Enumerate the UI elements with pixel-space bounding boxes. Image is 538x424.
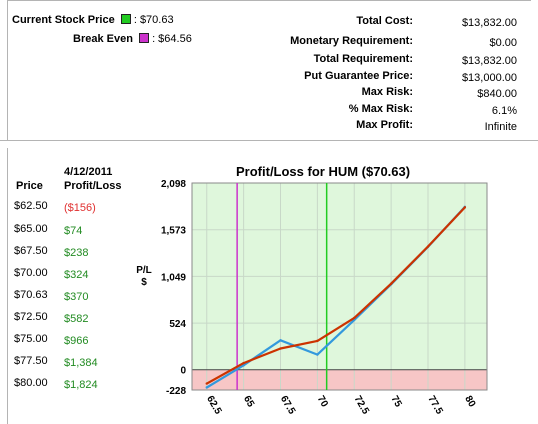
y-tick-label: 2,098	[161, 179, 186, 190]
data-point	[205, 386, 208, 389]
data-point	[242, 361, 245, 365]
data-point	[389, 282, 393, 285]
summary-label: Total Requirement:	[313, 53, 413, 65]
table-pl-cell: $966	[64, 335, 89, 347]
y-axis-label: $	[141, 277, 147, 288]
data-point	[463, 206, 467, 209]
table-pl-cell: $1,824	[64, 379, 98, 391]
lower-left-border	[7, 148, 8, 424]
y-tick-label: 524	[169, 319, 186, 330]
summary-label: Max Risk:	[361, 86, 413, 98]
pl-header: Profit/Loss	[64, 180, 122, 192]
summary-label: Max Profit:	[356, 119, 413, 131]
summary-label: Put Guarantee Price:	[304, 70, 413, 82]
table-price-cell: $72.50	[14, 311, 48, 323]
left-border	[7, 0, 8, 141]
table-pl-cell: $582	[64, 313, 89, 325]
table-price-cell: $70.00	[14, 267, 48, 279]
chart-title: Profit/Loss for HUM ($70.63)	[236, 164, 411, 179]
divider	[0, 140, 538, 141]
data-point	[279, 347, 282, 350]
x-tick-label: 62.5	[204, 394, 223, 417]
price-header: Price	[16, 180, 43, 192]
data-point	[426, 245, 430, 248]
table-pl-cell: $1,384	[64, 357, 98, 369]
data-point	[316, 353, 319, 356]
y-tick-label: 0	[180, 366, 186, 377]
break-even-value: : $64.56	[152, 33, 192, 45]
summary-value: $840.00	[477, 88, 517, 100]
y-tick-label: 1,049	[161, 272, 186, 283]
data-point	[279, 339, 282, 342]
date-header: 4/12/2011	[64, 166, 113, 178]
data-point	[205, 382, 208, 385]
table-price-cell: $77.50	[14, 355, 48, 367]
x-tick-label: 67.5	[278, 394, 297, 417]
summary-value: 6.1%	[491, 105, 517, 117]
x-tick-label: 80	[462, 394, 477, 410]
table-price-cell: $67.50	[14, 245, 48, 257]
table-price-cell: $65.00	[14, 223, 48, 235]
current-stock-price-row: Current Stock Price : $70.63	[12, 14, 174, 26]
summary-value: $13,832.00	[461, 17, 517, 29]
table-pl-cell: $370	[64, 291, 89, 303]
current-stock-price-label: Current Stock Price	[12, 14, 115, 26]
table-price-cell: $70.63	[14, 289, 48, 301]
summary-value: Infinite	[484, 121, 517, 133]
table-price-cell: $62.50	[14, 200, 48, 212]
table-price-cell: $75.00	[14, 333, 48, 345]
today-pl-line	[206, 206, 466, 385]
plot-border	[191, 182, 488, 391]
break-even-label: Break Even	[73, 33, 133, 45]
break-even-marker-swatch	[139, 33, 149, 43]
break-even-row: Break Even : $64.56	[73, 33, 192, 45]
x-tick-label: 77.5	[425, 394, 444, 417]
table-price-cell: $80.00	[14, 377, 48, 389]
current-price-marker-swatch	[120, 14, 131, 24]
top-border	[7, 0, 531, 1]
x-tick-label: 75	[389, 394, 404, 410]
summary-value: $13,832.00	[461, 55, 517, 67]
summary-value: $13,000.00	[461, 72, 517, 84]
loss-zone	[192, 369, 487, 390]
y-axis-label: P/L	[136, 265, 152, 276]
data-point	[353, 316, 356, 320]
table-pl-cell: $324	[64, 269, 89, 281]
summary-label: Monetary Requirement:	[290, 35, 413, 47]
table-pl-cell: ($156)	[64, 202, 96, 214]
summary-label: % Max Risk:	[348, 103, 413, 115]
y-tick-label: -228	[166, 386, 186, 397]
x-tick-label: 70	[315, 394, 330, 410]
x-tick-label: 72.5	[352, 394, 371, 417]
data-point	[316, 339, 319, 343]
table-pl-cell: $74	[64, 225, 83, 237]
summary-label: Total Cost:	[356, 15, 413, 27]
x-tick-label: 65	[241, 394, 256, 410]
summary-value: $0.00	[489, 37, 517, 49]
y-tick-label: 1,573	[161, 226, 186, 237]
table-pl-cell: $238	[64, 247, 89, 259]
current-stock-price-value: : $70.63	[133, 14, 174, 26]
